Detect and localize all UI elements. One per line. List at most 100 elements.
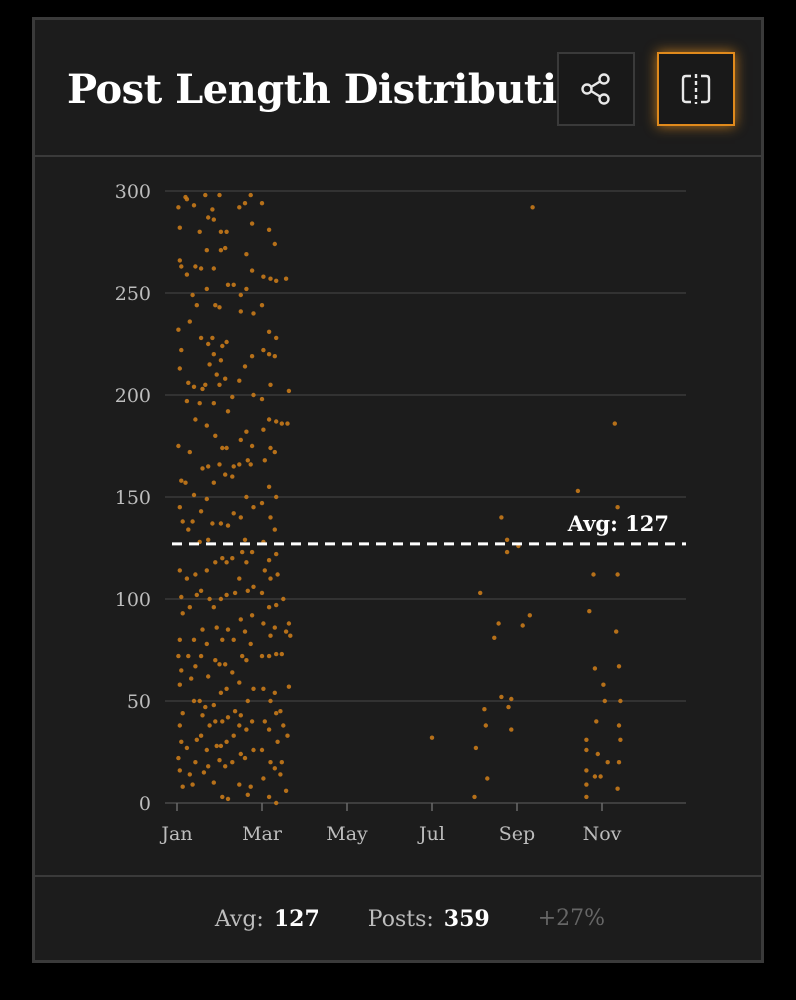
data-point bbox=[206, 764, 211, 769]
data-point bbox=[176, 755, 181, 761]
change-badge: +27% bbox=[537, 906, 606, 931]
data-point bbox=[194, 303, 199, 308]
data-point bbox=[238, 437, 243, 443]
data-point bbox=[259, 500, 265, 506]
data-point bbox=[268, 633, 273, 638]
data-point bbox=[485, 776, 490, 781]
data-point bbox=[248, 192, 253, 198]
posts-stat-label: Posts: bbox=[367, 906, 434, 932]
data-point bbox=[177, 768, 182, 773]
data-point bbox=[615, 505, 620, 510]
data-point bbox=[204, 286, 209, 292]
data-point bbox=[575, 488, 581, 494]
data-point bbox=[614, 629, 619, 634]
share-button[interactable] bbox=[557, 52, 635, 126]
data-point bbox=[274, 551, 279, 557]
data-point bbox=[592, 666, 598, 671]
data-point bbox=[218, 690, 224, 695]
data-point bbox=[224, 592, 229, 598]
data-point bbox=[238, 713, 243, 718]
data-point bbox=[225, 282, 231, 287]
data-point bbox=[237, 680, 242, 685]
data-point bbox=[266, 227, 272, 232]
data-point bbox=[189, 676, 194, 681]
data-point bbox=[177, 258, 182, 263]
data-point bbox=[499, 694, 504, 700]
data-point bbox=[274, 278, 279, 283]
data-point bbox=[177, 225, 182, 230]
data-point bbox=[266, 329, 272, 334]
data-point bbox=[184, 197, 190, 202]
data-point bbox=[187, 605, 192, 610]
data-point bbox=[197, 401, 202, 406]
data-point bbox=[184, 272, 190, 277]
data-point bbox=[274, 494, 279, 500]
data-point bbox=[191, 492, 197, 498]
data-point bbox=[268, 576, 273, 581]
data-point bbox=[225, 627, 231, 632]
data-point bbox=[197, 229, 202, 234]
data-point bbox=[207, 723, 212, 728]
data-point bbox=[187, 319, 192, 324]
data-point bbox=[220, 343, 225, 349]
data-point bbox=[584, 768, 589, 773]
data-point bbox=[266, 727, 272, 732]
data-point bbox=[251, 747, 256, 753]
data-point bbox=[261, 776, 266, 781]
data-point bbox=[268, 445, 273, 451]
data-point bbox=[198, 588, 204, 593]
data-point bbox=[220, 556, 225, 561]
data-point bbox=[225, 523, 231, 528]
summary-footer: Avg: 127 Posts: 359 +27% bbox=[35, 875, 761, 960]
data-point bbox=[242, 364, 248, 369]
data-point bbox=[248, 641, 253, 647]
data-point bbox=[496, 621, 501, 626]
data-point bbox=[283, 788, 289, 793]
data-point bbox=[266, 352, 272, 357]
data-point bbox=[242, 201, 248, 206]
data-point bbox=[268, 698, 273, 704]
data-point bbox=[259, 396, 265, 402]
data-point bbox=[249, 354, 255, 359]
data-point bbox=[245, 458, 250, 463]
card-header: Post Length Distribution bbox=[35, 20, 761, 157]
data-point bbox=[224, 686, 229, 691]
data-point bbox=[251, 584, 256, 589]
data-point bbox=[266, 605, 272, 610]
data-point bbox=[220, 794, 225, 800]
data-point bbox=[605, 760, 610, 765]
data-point bbox=[183, 480, 188, 485]
data-point bbox=[218, 596, 224, 602]
data-point bbox=[230, 670, 235, 675]
data-point bbox=[186, 527, 191, 532]
data-point bbox=[595, 751, 600, 757]
data-point bbox=[184, 745, 190, 751]
data-point bbox=[179, 594, 184, 600]
data-point bbox=[272, 690, 277, 695]
split-view-button[interactable] bbox=[657, 52, 735, 126]
data-point bbox=[213, 719, 218, 724]
data-point bbox=[180, 711, 185, 716]
data-point bbox=[190, 292, 195, 298]
data-point bbox=[504, 549, 510, 555]
data-point bbox=[259, 653, 265, 659]
y-tick-label: 150 bbox=[115, 487, 151, 509]
data-point bbox=[616, 723, 622, 728]
data-point bbox=[612, 421, 617, 426]
data-point bbox=[286, 621, 292, 626]
data-point bbox=[278, 772, 283, 777]
data-point bbox=[231, 282, 236, 287]
y-tick-label: 300 bbox=[115, 181, 151, 203]
posts-stat: Posts: 359 bbox=[368, 906, 490, 932]
data-point bbox=[261, 347, 266, 353]
data-point bbox=[242, 537, 248, 542]
data-point bbox=[179, 264, 184, 269]
x-tick-label: May bbox=[326, 823, 368, 845]
data-point bbox=[204, 248, 209, 253]
data-point bbox=[224, 229, 229, 234]
data-point bbox=[244, 494, 249, 500]
data-point bbox=[244, 252, 249, 257]
data-point bbox=[249, 549, 255, 555]
x-tick-label: Jul bbox=[417, 823, 445, 845]
